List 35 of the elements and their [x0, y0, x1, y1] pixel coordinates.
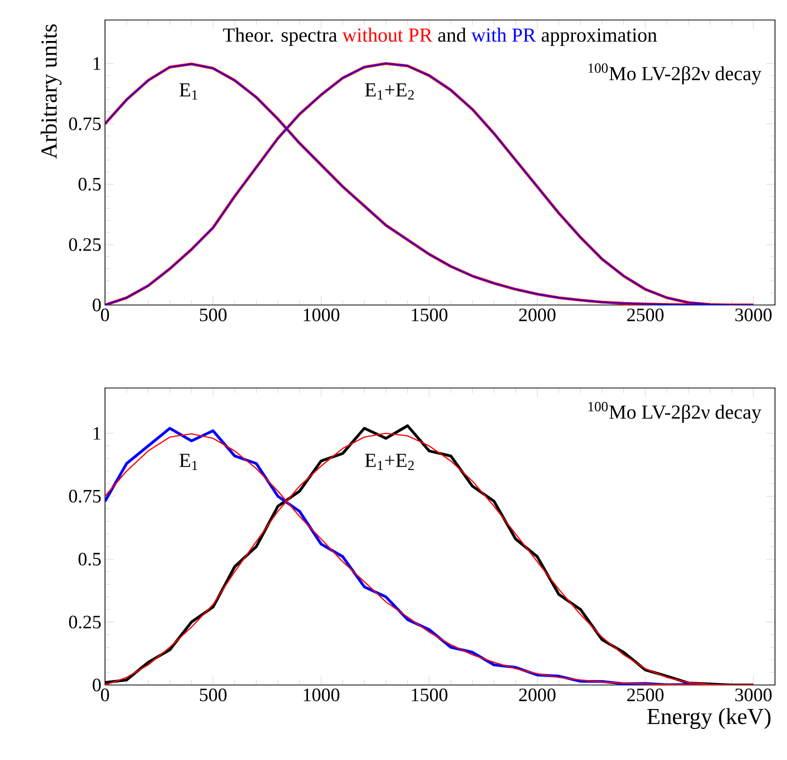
x-tick-label: 2500: [627, 308, 664, 322]
annotation: $^{100}$Mo LV-2β2ν decay: [588, 402, 762, 423]
y-tick-label: 0.5: [78, 552, 101, 566]
annotation: E$_{1}$+E$_{2}$: [365, 83, 414, 100]
text: without PR: [342, 28, 432, 42]
y-tick-label: 0.25: [69, 238, 101, 252]
x-tick-label: 2500: [627, 688, 664, 702]
y-tick-label: 0.75: [69, 490, 101, 503]
annotation: E$_{1}$: [180, 83, 198, 100]
x-tick-label: 500: [200, 688, 227, 702]
x-tick-label: 3000: [735, 308, 772, 322]
annotation: approximation: [542, 28, 657, 46]
x-tick-label: 1500: [412, 688, 448, 702]
annotation: E$_{1}$+E$_{2}$: [365, 454, 414, 470]
x-tick-label: 1500: [412, 308, 448, 322]
y-tick-label: 1: [94, 57, 100, 70]
y-tick-label: 0: [92, 678, 101, 692]
x-tick-label: 1000: [304, 308, 340, 322]
annotation: and: [438, 28, 466, 42]
x-tick-label: 3000: [735, 688, 772, 702]
x-tick-label: 500: [200, 308, 227, 322]
y-tick-label: 0.25: [69, 616, 101, 628]
y-axis-title: Arbitrary units: [40, 24, 62, 159]
text: with PR: [471, 28, 536, 42]
y-tick-label: 1: [94, 427, 100, 440]
annotation: E$_{1}$: [180, 454, 198, 470]
x-tick-label: 2000: [519, 688, 556, 702]
y-tick-label: 0.5: [78, 178, 101, 191]
x-tick-label: 2000: [519, 308, 556, 322]
x-tick-label: 1000: [304, 688, 340, 702]
y-tick-label: 0.75: [69, 117, 101, 130]
x-axis-title: Energy (keV): [647, 708, 770, 729]
y-tick-label: 0: [92, 298, 101, 312]
annotation: Theor. spectra: [223, 28, 338, 46]
annotation: $^{100}$Mo LV-2β2ν decay: [588, 63, 762, 84]
